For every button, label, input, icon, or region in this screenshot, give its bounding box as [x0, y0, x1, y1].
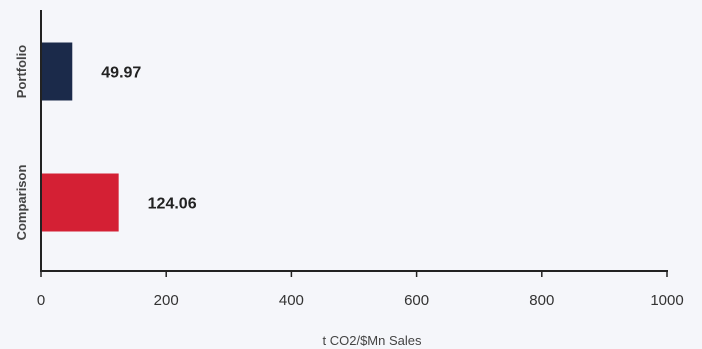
- x-tick-label: 200: [154, 292, 179, 309]
- x-tick-label: 0: [37, 292, 45, 309]
- x-tick-label: 400: [279, 292, 304, 309]
- bars-group: [41, 42, 119, 232]
- category-label-portfolio: Portfolio: [14, 45, 29, 98]
- category-labels-group: Portfolio Comparison: [14, 45, 29, 241]
- value-label-portfolio: 49.97: [101, 65, 141, 82]
- x-tick-label: 800: [529, 292, 554, 309]
- x-tick-label: 1000: [650, 292, 683, 309]
- value-label-comparison: 124.06: [148, 196, 197, 213]
- category-label-comparison: Comparison: [14, 165, 29, 241]
- value-labels-group: 49.97 124.06: [101, 65, 196, 213]
- x-ticks-group: 0 200 400 600 800 1000: [37, 271, 684, 309]
- bar-comparison: [41, 173, 119, 232]
- x-tick-label: 600: [404, 292, 429, 309]
- x-axis-title: t CO2/$Mn Sales: [323, 333, 422, 348]
- bar-portfolio: [41, 42, 73, 101]
